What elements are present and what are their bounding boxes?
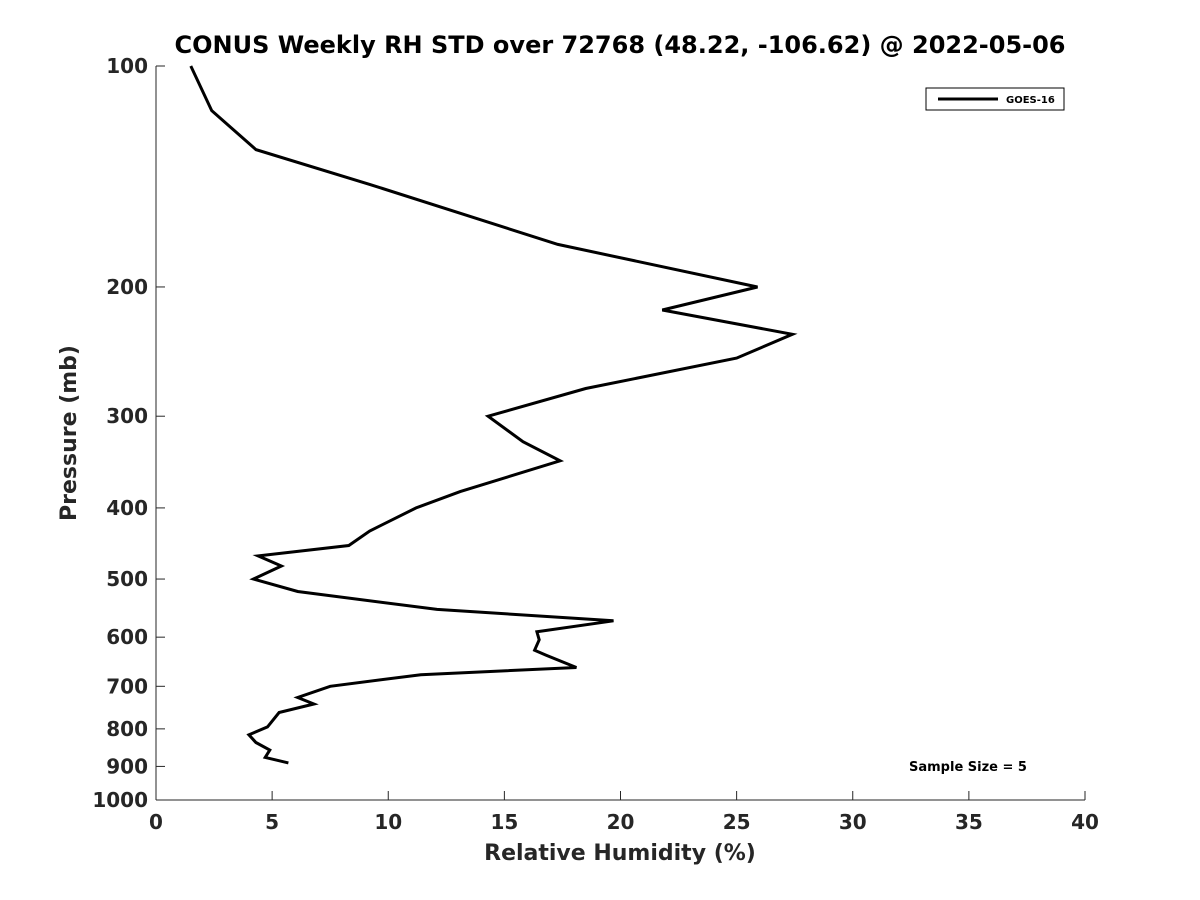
y-tick-label: 500 — [106, 567, 148, 591]
y-tick-label: 100 — [106, 54, 148, 78]
legend-entry: GOES-16 — [1006, 95, 1055, 106]
x-tick-label: 40 — [1071, 810, 1099, 834]
y-tick-label: 1000 — [92, 788, 148, 812]
y-tick-label: 600 — [106, 625, 148, 649]
y-tick-label: 800 — [106, 717, 148, 741]
legend: GOES-16 — [925, 87, 1065, 111]
x-tick-label: 0 — [149, 810, 163, 834]
x-tick-label: 35 — [955, 810, 983, 834]
plot-area: 0 5 10 15 20 25 30 35 40 100 200 300 400 500 600 700 800… — [92, 54, 1099, 834]
x-tick-label: 15 — [490, 810, 518, 834]
y-axis-label: Pressure (mb) — [57, 345, 82, 521]
series-line — [189, 65, 798, 765]
y-tick-label: 300 — [106, 404, 148, 428]
x-tick-label: 5 — [265, 810, 279, 834]
y-tick-label: 700 — [106, 674, 148, 698]
x-tick-label: 10 — [374, 810, 402, 834]
chart-title: CONUS Weekly RH STD over 72768 (48.22, -… — [174, 31, 1065, 59]
y-tick-label: 900 — [106, 754, 148, 778]
x-tick-label: 30 — [839, 810, 867, 834]
sample-size-annotation: Sample Size = 5 — [909, 760, 1027, 775]
y-tick-label: 200 — [106, 275, 148, 299]
y-tick-label: 400 — [106, 496, 148, 520]
x-tick-label: 20 — [607, 810, 635, 834]
x-axis-label: Relative Humidity (%) — [484, 841, 756, 866]
x-tick-label: 25 — [723, 810, 751, 834]
